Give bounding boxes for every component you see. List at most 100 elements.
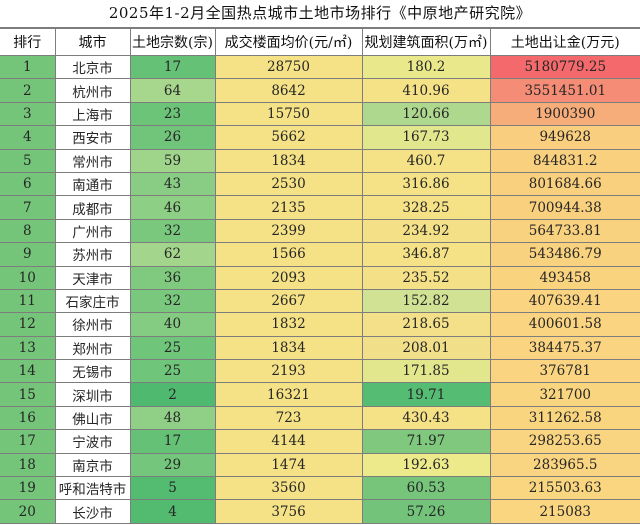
rank-cell: 7 — [0, 195, 56, 220]
table-row: 8 广州市 32 2399 234.92 564733.81 — [0, 218, 640, 244]
fee-cell: 700944.38 — [489, 195, 640, 220]
parcels-cell: 17 — [129, 54, 216, 80]
table-row: 6 南通市 43 2530 316.86 801684.66 — [0, 171, 640, 197]
fee-cell: 543486.79 — [489, 242, 640, 267]
area-cell: 410.96 — [361, 78, 491, 103]
city-cell: 南通市 — [54, 171, 131, 197]
fee-cell: 801684.66 — [489, 171, 640, 197]
table-row: 3 上海市 23 15750 120.66 1900390 — [0, 101, 640, 127]
rank-cell: 14 — [0, 359, 56, 384]
col-header-parcels: 土地宗数(宗) — [129, 28, 216, 56]
rank-cell: 11 — [0, 288, 56, 314]
price-cell: 2093 — [214, 265, 363, 290]
rank-cell: 1 — [0, 54, 56, 80]
table-title: 2025年1-2月全国热点城市土地市场排行《中原地产研究院》 — [0, 0, 640, 28]
area-cell: 430.43 — [361, 405, 491, 431]
area-cell: 71.97 — [361, 429, 491, 454]
parcels-cell: 59 — [129, 148, 216, 173]
area-cell: 192.63 — [361, 452, 491, 478]
city-cell: 常州市 — [54, 148, 131, 173]
parcels-cell: 17 — [129, 429, 216, 454]
fee-cell: 407639.41 — [489, 288, 640, 314]
parcels-cell: 48 — [129, 405, 216, 431]
parcels-cell: 46 — [129, 195, 216, 220]
table-body: 1 北京市 17 28750 180.2 5180779.25 2 杭州市 64… — [0, 54, 640, 524]
area-cell: 234.92 — [361, 218, 491, 244]
col-header-city: 城市 — [54, 28, 131, 56]
area-cell: 120.66 — [361, 101, 491, 127]
area-cell: 171.85 — [361, 359, 491, 384]
table-row: 9 苏州市 62 1566 346.87 543486.79 — [0, 242, 640, 267]
table-row: 15 深圳市 2 16321 19.71 321700 — [0, 382, 640, 407]
col-header-area: 规划建筑面积(万㎡) — [361, 28, 491, 56]
table-header: 排行 城市 土地宗数(宗) 成交楼面均价(元/㎡) 规划建筑面积(万㎡) 土地出… — [0, 28, 640, 56]
table-row: 18 南京市 29 1474 192.63 283965.5 — [0, 452, 640, 478]
price-cell: 16321 — [214, 382, 363, 407]
parcels-cell: 5 — [129, 476, 216, 501]
area-cell: 208.01 — [361, 335, 491, 361]
area-cell: 180.2 — [361, 54, 491, 80]
rank-cell: 10 — [0, 265, 56, 290]
city-cell: 广州市 — [54, 218, 131, 244]
parcels-cell: 25 — [129, 335, 216, 361]
parcels-cell: 64 — [129, 78, 216, 103]
parcels-cell: 29 — [129, 452, 216, 478]
area-cell: 460.7 — [361, 148, 491, 173]
fee-cell: 564733.81 — [489, 218, 640, 244]
parcels-cell: 32 — [129, 218, 216, 244]
rank-cell: 5 — [0, 148, 56, 173]
price-cell: 1834 — [214, 148, 363, 173]
col-header-fee: 土地出让金(万元) — [489, 28, 640, 56]
fee-cell: 215083 — [489, 499, 640, 524]
table-row: 14 无锡市 25 2193 171.85 376781 — [0, 359, 640, 384]
city-cell: 北京市 — [54, 54, 131, 80]
price-cell: 8642 — [214, 78, 363, 103]
fee-cell: 5180779.25 — [489, 54, 640, 80]
area-cell: 60.53 — [361, 476, 491, 501]
area-cell: 235.52 — [361, 265, 491, 290]
data-table: 排行 城市 土地宗数(宗) 成交楼面均价(元/㎡) 规划建筑面积(万㎡) 土地出… — [0, 28, 640, 524]
col-header-price: 成交楼面均价(元/㎡) — [214, 28, 363, 56]
price-cell: 2530 — [214, 171, 363, 197]
area-cell: 167.73 — [361, 125, 491, 150]
rank-cell: 4 — [0, 125, 56, 150]
price-cell: 4144 — [214, 429, 363, 454]
price-cell: 2667 — [214, 288, 363, 314]
table-row: 19 呼和浩特市 5 3560 60.53 215503.63 — [0, 476, 640, 501]
fee-cell: 493458 — [489, 265, 640, 290]
area-cell: 346.87 — [361, 242, 491, 267]
rank-cell: 12 — [0, 312, 56, 337]
price-cell: 1832 — [214, 312, 363, 337]
city-cell: 郑州市 — [54, 335, 131, 361]
rank-cell: 16 — [0, 405, 56, 431]
parcels-cell: 25 — [129, 359, 216, 384]
rank-cell: 13 — [0, 335, 56, 361]
parcels-cell: 32 — [129, 288, 216, 314]
city-cell: 成都市 — [54, 195, 131, 220]
table-row: 12 徐州市 40 1832 218.65 400601.58 — [0, 312, 640, 337]
price-cell: 3560 — [214, 476, 363, 501]
city-cell: 杭州市 — [54, 78, 131, 103]
fee-cell: 3551451.01 — [489, 78, 640, 103]
fee-cell: 321700 — [489, 382, 640, 407]
rank-cell: 2 — [0, 78, 56, 103]
rank-cell: 15 — [0, 382, 56, 407]
city-cell: 呼和浩特市 — [54, 476, 131, 501]
city-cell: 长沙市 — [54, 499, 131, 524]
area-cell: 218.65 — [361, 312, 491, 337]
rank-cell: 20 — [0, 499, 56, 524]
fee-cell: 215503.63 — [489, 476, 640, 501]
rank-cell: 9 — [0, 242, 56, 267]
fee-cell: 298253.65 — [489, 429, 640, 454]
parcels-cell: 4 — [129, 499, 216, 524]
price-cell: 1474 — [214, 452, 363, 478]
parcels-cell: 36 — [129, 265, 216, 290]
table-row: 16 佛山市 48 723 430.43 311262.58 — [0, 405, 640, 431]
table-row: 7 成都市 46 2135 328.25 700944.38 — [0, 195, 640, 220]
area-cell: 316.86 — [361, 171, 491, 197]
table-row: 4 西安市 26 5662 167.73 949628 — [0, 125, 640, 150]
fee-cell: 311262.58 — [489, 405, 640, 431]
header-row: 排行 城市 土地宗数(宗) 成交楼面均价(元/㎡) 规划建筑面积(万㎡) 土地出… — [0, 28, 640, 56]
rank-cell: 19 — [0, 476, 56, 501]
